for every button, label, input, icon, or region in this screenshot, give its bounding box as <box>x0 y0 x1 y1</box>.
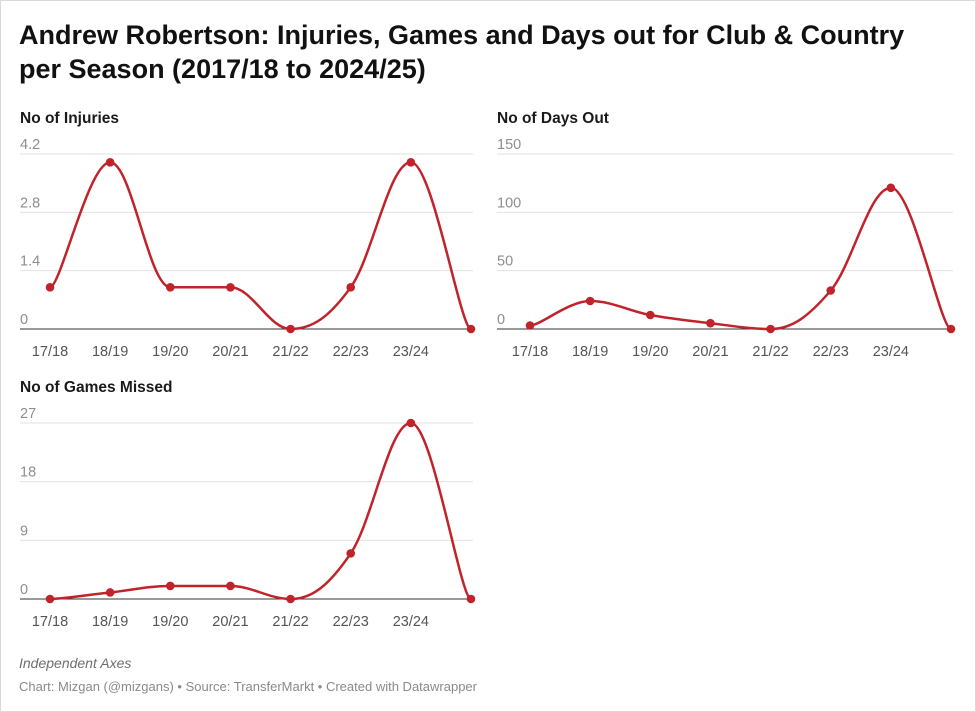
series-line <box>49 161 473 331</box>
x-tick-label: 18/19 <box>572 344 608 360</box>
panel-title: No of Days Out <box>497 110 609 127</box>
y-tick-label: 18 <box>20 465 36 481</box>
y-tick-label: 0 <box>20 312 28 328</box>
data-point[interactable] <box>45 594 55 604</box>
data-point[interactable] <box>286 324 295 334</box>
x-tick-label: 21/22 <box>752 344 788 360</box>
x-tick-label: 18/19 <box>92 344 128 360</box>
footer-created-with[interactable]: Created with Datawrapper <box>325 679 477 694</box>
data-point[interactable] <box>826 286 836 295</box>
footer-separator: • <box>314 679 326 694</box>
x-tick-label: 23/24 <box>873 344 909 360</box>
data-point[interactable] <box>706 318 715 328</box>
x-tick-label: 19/20 <box>152 614 188 630</box>
data-point[interactable] <box>226 283 235 292</box>
x-tick-label: 21/22 <box>272 614 308 630</box>
injuries-chart: 0 1.4 2.8 4.2 17/18 18/19 19/20 20/21 21/22 22/23… <box>20 137 476 360</box>
x-tick-label: 23/24 <box>393 344 429 360</box>
axes-note: Independent Axes <box>19 655 132 671</box>
y-tick-label: 150 <box>497 137 521 153</box>
data-point[interactable] <box>346 549 356 558</box>
footer-author[interactable]: Mizgan (@mizgans) <box>58 679 174 694</box>
games-missed-chart: 0 9 18 27 17/18 18/19 19/20 20/21 21/22 22/23 23/2… <box>20 406 476 630</box>
series-line <box>529 186 953 331</box>
y-tick-label: 0 <box>20 582 28 598</box>
panel-injuries: No of Injuries 0 1.4 2.8 4.2 17/18 18/19 19/20… <box>20 110 476 365</box>
data-point[interactable] <box>226 581 235 591</box>
data-point[interactable] <box>286 594 295 604</box>
data-point[interactable] <box>585 296 595 306</box>
y-tick-label: 0 <box>497 312 505 328</box>
data-point[interactable] <box>105 588 115 597</box>
panel-title: No of Games Missed <box>20 379 173 396</box>
panel-games-missed: No of Games Missed 0 9 18 27 17/18 18/19 19/20… <box>20 379 476 634</box>
x-tick-label: 20/21 <box>212 614 248 630</box>
x-tick-label: 17/18 <box>32 344 68 360</box>
x-tick-label: 19/20 <box>632 344 668 360</box>
data-point[interactable] <box>406 418 416 428</box>
y-tick-label: 2.8 <box>20 195 40 211</box>
data-point[interactable] <box>105 158 115 167</box>
panel-days-out: No of Days Out 0 50 100 150 17/18 18/19 19/20 2… <box>497 110 957 365</box>
data-point[interactable] <box>165 581 175 591</box>
series-line <box>49 421 473 601</box>
y-tick-label: 9 <box>20 523 28 539</box>
data-point[interactable] <box>766 324 775 334</box>
y-tick-label: 4.2 <box>20 137 40 153</box>
x-tick-label: 21/22 <box>272 344 308 360</box>
days-out-chart: 0 50 100 150 17/18 18/19 19/20 20/21 21/22 22/23 2… <box>497 137 956 360</box>
data-point[interactable] <box>165 283 175 292</box>
chart-footer: Chart: Mizgan (@mizgans) • Source: Trans… <box>19 679 477 694</box>
x-tick-label: 23/24 <box>393 614 429 630</box>
x-tick-label: 22/23 <box>333 344 369 360</box>
footer-separator: • Source: <box>173 679 234 694</box>
x-tick-label: 19/20 <box>152 344 188 360</box>
data-point[interactable] <box>346 283 356 292</box>
x-tick-label: 22/23 <box>333 614 369 630</box>
x-tick-label: 18/19 <box>92 614 128 630</box>
data-point[interactable] <box>525 321 535 330</box>
data-point[interactable] <box>406 158 416 167</box>
y-tick-label: 50 <box>497 254 513 270</box>
data-point[interactable] <box>946 324 956 334</box>
data-point[interactable] <box>466 324 476 334</box>
x-tick-label: 17/18 <box>512 344 548 360</box>
y-tick-label: 27 <box>20 406 36 422</box>
x-tick-label: 22/23 <box>813 344 849 360</box>
data-point[interactable] <box>45 283 55 292</box>
x-tick-label: 17/18 <box>32 614 68 630</box>
y-tick-label: 100 <box>497 195 521 211</box>
data-point[interactable] <box>645 310 655 320</box>
data-point[interactable] <box>886 183 896 193</box>
footer-chart-prefix: Chart: <box>19 679 59 694</box>
footer-source[interactable]: TransferMarkt <box>233 679 315 694</box>
x-tick-label: 20/21 <box>212 344 248 360</box>
x-tick-label: 20/21 <box>692 344 728 360</box>
y-tick-label: 1.4 <box>20 254 40 270</box>
data-point[interactable] <box>466 594 476 604</box>
panel-title: No of Injuries <box>20 110 120 127</box>
chart-title: Andrew Robertson: Injuries, Games and Da… <box>19 20 905 84</box>
